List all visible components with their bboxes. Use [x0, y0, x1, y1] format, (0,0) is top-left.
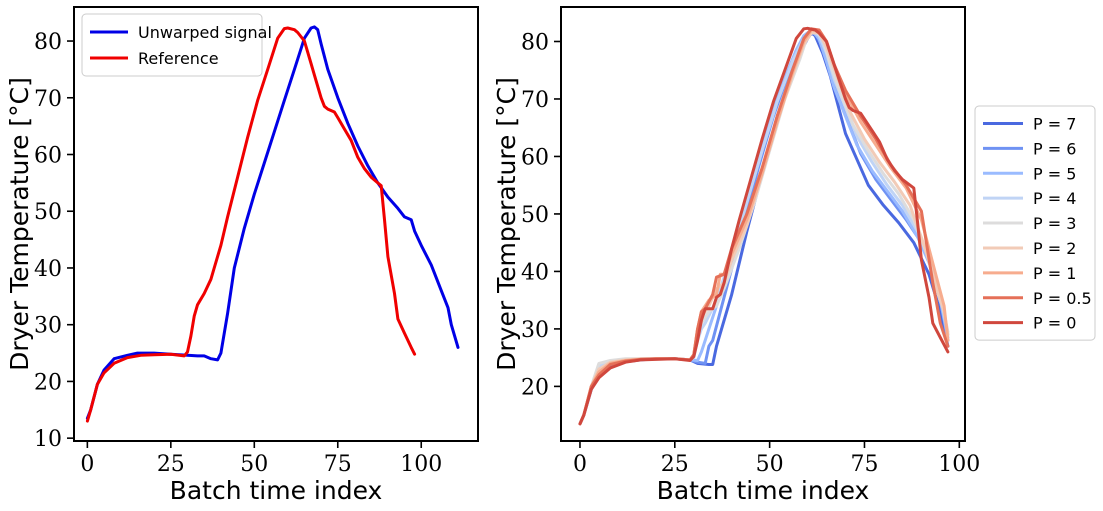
- x-tick-label: 0: [80, 452, 94, 477]
- x-tick-label: 0: [573, 452, 587, 477]
- legend-label: P = 4: [1033, 189, 1076, 208]
- series-line-reference: [85, 26, 417, 423]
- series-line-p-6: [578, 31, 950, 426]
- series-line-p-4: [578, 28, 950, 426]
- legend-label: P = 2: [1033, 239, 1076, 258]
- series-line-p-0-5: [578, 27, 950, 426]
- x-tick-label: 25: [157, 452, 185, 477]
- x-tick-label: 100: [400, 452, 442, 477]
- x-tick-label: 50: [240, 452, 268, 477]
- x-axis-label: Batch time index: [170, 476, 383, 505]
- legend: Unwarped signal Reference: [81, 13, 272, 77]
- y-tick-label: 40: [521, 260, 549, 285]
- y-tick-label: 20: [34, 370, 62, 395]
- legend-label: Unwarped signal: [138, 23, 272, 42]
- x-axis-label: Batch time index: [657, 476, 870, 505]
- legend-label: P = 5: [1033, 164, 1076, 183]
- legend-label: P = 7: [1033, 114, 1076, 133]
- series-line-p-7: [578, 31, 950, 426]
- legend-box: [974, 105, 1096, 341]
- left-chart-panel: 0 25 50 75 100 10 20 30 40 50 60 70 80 Batch time ind…: [5, 6, 479, 505]
- legend-label: Reference: [138, 49, 219, 68]
- y-axis-label: Dryer Temperature [°C]: [5, 77, 34, 371]
- legend-label: P = 6: [1033, 139, 1076, 158]
- y-tick-label: 80: [34, 30, 62, 55]
- y-tick-label: 60: [521, 145, 549, 170]
- legend-label: P = 0: [1033, 314, 1076, 333]
- y-tick-label: 50: [521, 203, 549, 228]
- x-tick-label: 75: [324, 452, 352, 477]
- x-tick-label: 25: [661, 452, 689, 477]
- series-line-p-1: [578, 28, 950, 426]
- y-tick-label: 50: [34, 200, 62, 225]
- x-tick-label: 50: [756, 452, 784, 477]
- axes-frame: [73, 6, 479, 442]
- right-chart-panel: 0 25 50 75 100 20 30 40 50 60 70 80 Batch time index…: [492, 6, 1096, 505]
- y-tick-label: 80: [521, 30, 549, 55]
- series-line-p-5: [578, 28, 950, 426]
- y-tick-label: 70: [521, 88, 549, 113]
- y-tick-label: 30: [34, 314, 62, 339]
- y-tick-label: 10: [34, 427, 62, 452]
- y-tick-label: 20: [521, 375, 549, 400]
- axes-frame: [560, 6, 966, 442]
- series-line-p-2: [578, 31, 950, 426]
- y-tick-label: 40: [34, 257, 62, 282]
- legend: P = 7 P = 6 P = 5 P = 4 P = 3 P = 2 P = 1 P = 0…: [974, 105, 1096, 341]
- series-line-p-3: [578, 28, 950, 426]
- y-tick-label: 70: [34, 87, 62, 112]
- legend-box: [81, 13, 263, 77]
- series-line-unwarped-signal: [85, 25, 460, 420]
- y-tick-label: 30: [521, 318, 549, 343]
- y-tick-label: 60: [34, 144, 62, 169]
- legend-label: P = 1: [1033, 264, 1076, 283]
- series-line-p-0: [578, 26, 950, 426]
- x-tick-label: 75: [850, 452, 878, 477]
- y-axis-label: Dryer Temperature [°C]: [492, 77, 521, 371]
- x-tick-label: 100: [938, 452, 980, 477]
- legend-label: P = 0.5: [1033, 289, 1092, 308]
- legend-label: P = 3: [1033, 214, 1076, 233]
